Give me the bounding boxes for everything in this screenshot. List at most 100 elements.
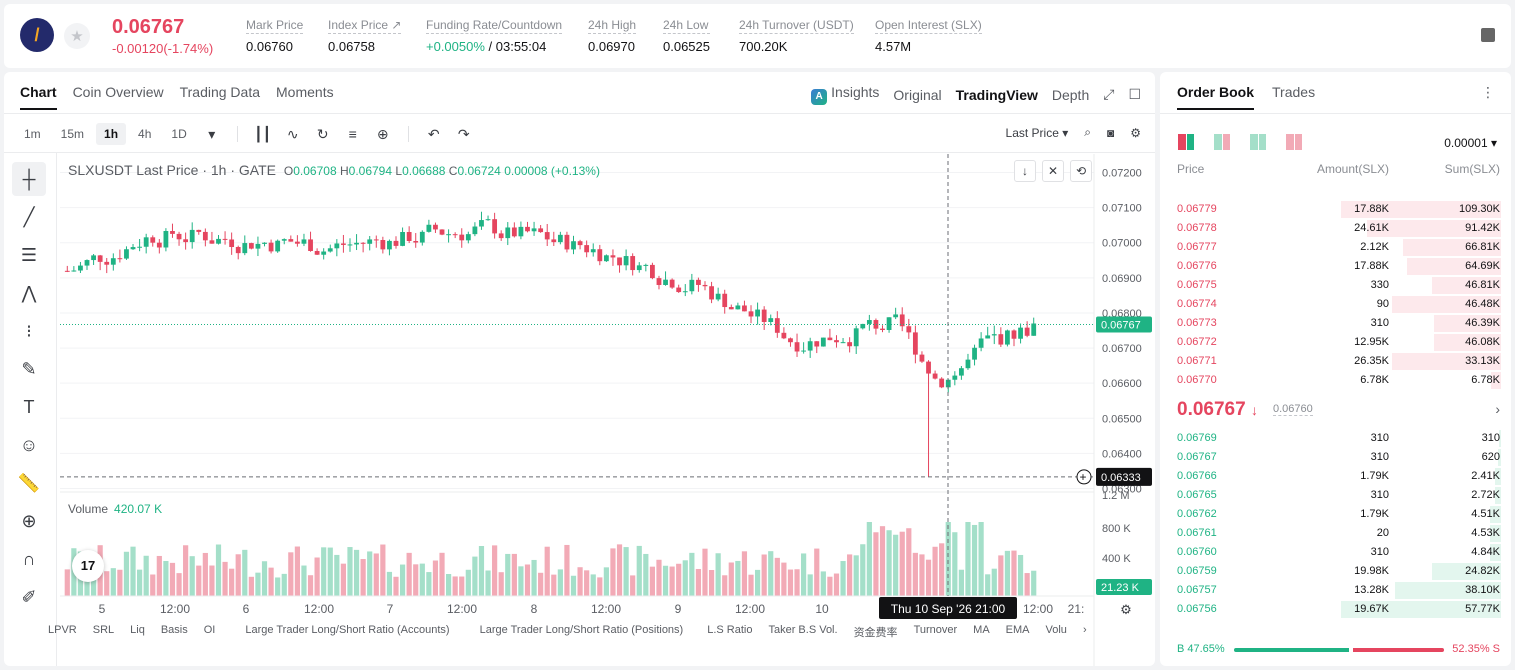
- tab-trading-data[interactable]: Trading Data: [179, 84, 261, 100]
- candle-body: [958, 368, 964, 376]
- legend-high: 0.06794: [348, 164, 393, 178]
- trend-line-icon[interactable]: ╱: [23, 206, 35, 227]
- view-tradingview[interactable]: TradingView: [955, 86, 1038, 103]
- view-depth[interactable]: Depth: [1051, 86, 1090, 103]
- pattern-icon[interactable]: ⋀: [21, 282, 37, 303]
- bid-row[interactable]: 0.06756 19.67K 57.77K: [1160, 600, 1511, 619]
- precision-select[interactable]: 0.00001 ▾: [1444, 136, 1497, 150]
- indicator-ma[interactable]: MA: [973, 624, 990, 636]
- indicator-ls-ratio[interactable]: L.S Ratio: [707, 624, 753, 636]
- indicator-funding[interactable]: 资金费率: [853, 627, 898, 639]
- tab-order-book[interactable]: Order Book: [1177, 84, 1255, 110]
- tab-trades[interactable]: Trades: [1272, 84, 1316, 100]
- ask-row[interactable]: 0.06777 2.12K 66.81K: [1160, 238, 1511, 257]
- ask-row[interactable]: 0.06775 330 46.81K: [1160, 276, 1511, 295]
- zoom-in-icon[interactable]: ⊕: [21, 510, 37, 531]
- search-icon[interactable]: ⌕: [1084, 125, 1091, 139]
- layout-bids-icon[interactable]: [1250, 134, 1266, 150]
- ask-row[interactable]: 0.06771 26.35K 33.13K: [1160, 352, 1511, 371]
- tab-moments[interactable]: Moments: [276, 84, 334, 100]
- indicator-turnover[interactable]: Turnover: [913, 624, 958, 636]
- mid-price-row[interactable]: 0.06767 ↓ 0.06760 ›: [1177, 399, 1500, 421]
- brush-icon[interactable]: ✎: [21, 358, 37, 379]
- templates-icon[interactable]: ≡: [348, 126, 357, 142]
- candle-body: [722, 293, 728, 308]
- chevron-down-icon[interactable]: ▾: [208, 125, 216, 142]
- tradingview-logo-icon[interactable]: 17: [72, 550, 104, 582]
- bid-row[interactable]: 0.06761 20 4.53K: [1160, 524, 1511, 543]
- ask-row[interactable]: 0.06778 24.61K 91.42K: [1160, 219, 1511, 238]
- timeframe-4h[interactable]: 4h: [138, 127, 152, 141]
- bid-row[interactable]: 0.06762 1.79K 4.51K: [1160, 505, 1511, 524]
- ask-row[interactable]: 0.06774 90 46.48K: [1160, 295, 1511, 314]
- layout-both-icon[interactable]: [1178, 134, 1194, 150]
- text-icon[interactable]: T: [23, 396, 35, 417]
- emoji-icon[interactable]: ☺: [19, 434, 39, 455]
- indicator-ema[interactable]: EMA: [1005, 624, 1030, 636]
- timeframe-15m[interactable]: 15m: [60, 127, 85, 141]
- indicators-icon[interactable]: ∿: [286, 125, 299, 142]
- indicator-lpvr[interactable]: LPVR: [48, 624, 77, 636]
- view-original[interactable]: Original: [893, 86, 942, 103]
- gear-icon[interactable]: ⚙: [1130, 125, 1141, 140]
- pencil-icon[interactable]: ✐: [21, 586, 37, 607]
- indicator-lt-positions[interactable]: Large Trader Long/Short Ratio (Positions…: [479, 624, 684, 636]
- view-insights[interactable]: A Insights: [811, 84, 879, 105]
- book-icon[interactable]: [1481, 28, 1495, 42]
- indicator-volume[interactable]: Volu: [1045, 624, 1067, 636]
- collapse-icon[interactable]: ✕: [1042, 160, 1064, 182]
- camera-icon[interactable]: ◙: [1106, 125, 1115, 140]
- bid-row[interactable]: 0.06757 13.28K 38.10K: [1160, 581, 1511, 600]
- candle-type-icon[interactable]: ┃┃: [254, 125, 272, 142]
- timeframe-1h[interactable]: 1h: [96, 123, 127, 145]
- timeframe-1m[interactable]: 1m: [24, 127, 41, 141]
- prediction-icon[interactable]: ⁝: [26, 320, 32, 341]
- stat-mark-price[interactable]: Mark Price 0.06760: [246, 18, 304, 54]
- ask-row[interactable]: 0.06779 17.88K 109.30K: [1160, 200, 1511, 219]
- stat-funding-rate[interactable]: Funding Rate/Countdown +0.0050% / 03:55:…: [426, 18, 563, 54]
- magnet-icon[interactable]: ∩: [22, 548, 36, 569]
- ask-row[interactable]: 0.06776 17.88K 64.69K: [1160, 257, 1511, 276]
- depth-bar: [1341, 601, 1501, 618]
- timeframe-1d[interactable]: 1D: [171, 127, 187, 141]
- indicator-oi[interactable]: OI: [203, 624, 216, 636]
- indicator-liq[interactable]: Liq: [130, 624, 145, 636]
- ruler-icon[interactable]: 📏: [17, 472, 41, 493]
- indicator-lt-accounts[interactable]: Large Trader Long/Short Ratio (Accounts): [245, 624, 450, 636]
- scroll-to-latest-icon[interactable]: ↓: [1014, 160, 1036, 182]
- candlestick-chart[interactable]: 0.072000.071000.070000.069000.068000.067…: [4, 72, 1155, 666]
- tab-chart[interactable]: Chart: [20, 84, 57, 110]
- bid-row[interactable]: 0.06769 310 310: [1160, 429, 1511, 448]
- window-icon[interactable]: ☐: [1128, 86, 1141, 102]
- bid-row[interactable]: 0.06760 310 4.84K: [1160, 543, 1511, 562]
- reset-view-icon[interactable]: ⟲: [1070, 160, 1092, 182]
- bid-row[interactable]: 0.06767 310 620: [1160, 448, 1511, 467]
- more-icon[interactable]: ⋮: [1481, 84, 1495, 100]
- bid-row[interactable]: 0.06759 19.98K 24.82K: [1160, 562, 1511, 581]
- bid-row[interactable]: 0.06766 1.79K 2.41K: [1160, 467, 1511, 486]
- divider: [407, 126, 409, 142]
- redo-icon[interactable]: ↷: [457, 125, 470, 142]
- undo-icon[interactable]: ↶: [427, 125, 440, 142]
- stat-open-interest[interactable]: Open Interest (SLX) 4.57M: [875, 18, 982, 54]
- ask-row[interactable]: 0.06770 6.78K 6.78K: [1160, 371, 1511, 390]
- crosshair-icon[interactable]: ┼: [12, 162, 46, 196]
- volume-bar: [275, 577, 281, 596]
- add-alert-icon[interactable]: ⊕: [376, 125, 389, 142]
- fib-icon[interactable]: ☰: [20, 244, 38, 265]
- layout-split-icon[interactable]: [1214, 134, 1230, 150]
- replay-icon[interactable]: ↻: [316, 125, 329, 142]
- ask-row[interactable]: 0.06772 12.95K 46.08K: [1160, 333, 1511, 352]
- indicator-srl[interactable]: SRL: [92, 624, 115, 636]
- indicator-taker-vol[interactable]: Taker B.S Vol.: [768, 624, 838, 636]
- indicator-basis[interactable]: Basis: [160, 624, 188, 636]
- layout-asks-icon[interactable]: [1286, 134, 1302, 150]
- tab-coin-overview[interactable]: Coin Overview: [72, 84, 164, 100]
- expand-icon[interactable]: ⤢: [1103, 86, 1115, 102]
- stat-index-price[interactable]: Index Price ↗ 0.06758: [328, 18, 402, 54]
- bid-row[interactable]: 0.06765 310 2.72K: [1160, 486, 1511, 505]
- favorite-star-icon[interactable]: ★: [64, 23, 90, 49]
- ask-row[interactable]: 0.06773 310 46.39K: [1160, 314, 1511, 333]
- price-type-select[interactable]: Last Price ▾: [1005, 125, 1069, 140]
- chevron-right-icon[interactable]: ›: [1082, 624, 1087, 636]
